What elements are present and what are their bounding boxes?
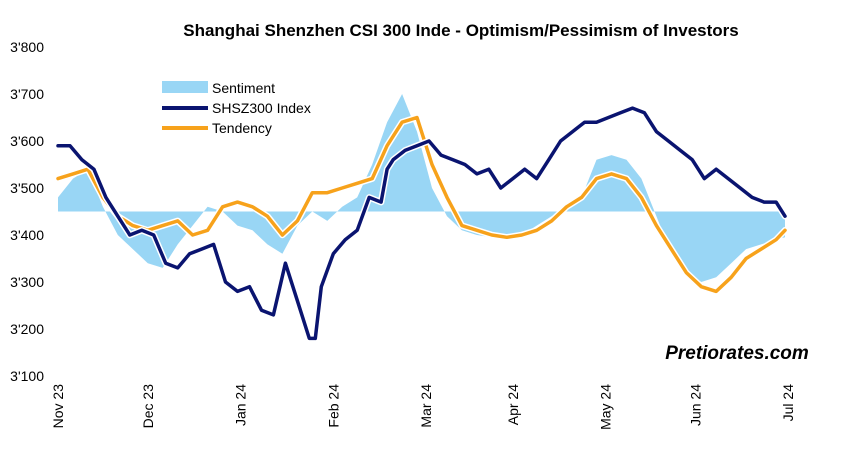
legend-label: Tendency — [212, 120, 272, 136]
y-tick-label: 3'300 — [10, 274, 44, 290]
legend-swatch-sentiment — [162, 81, 208, 93]
plot-area — [54, 94, 789, 342]
y-tick-label: 3'700 — [10, 86, 44, 102]
x-tick-label: Nov 23 — [50, 384, 66, 429]
legend-label: SHSZ300 Index — [212, 100, 311, 116]
legend: Sentiment SHSZ300 Index Tendency — [162, 80, 311, 136]
chart-title: Shanghai Shenzhen CSI 300 Inde - Optimis… — [183, 21, 738, 40]
y-tick-label: 3'400 — [10, 227, 44, 243]
x-tick-label: Dec 23 — [140, 384, 156, 429]
x-tick-label: Mar 24 — [418, 384, 434, 428]
x-tick-label: Jun 24 — [687, 384, 703, 426]
x-tick-label: May 24 — [598, 384, 614, 430]
y-tick-label: 3'200 — [10, 321, 44, 337]
y-tick-label: 3'800 — [10, 39, 44, 55]
y-axis: 3'800 3'700 3'600 3'500 3'400 3'300 3'200 3'100 — [10, 39, 44, 384]
x-tick-label: Apr 24 — [505, 384, 521, 425]
x-tick-label: Feb 24 — [325, 384, 341, 428]
legend-label: Sentiment — [212, 80, 275, 96]
y-tick-label: 3'500 — [10, 180, 44, 196]
y-tick-label: 3'100 — [10, 368, 44, 384]
x-axis: Nov 23 Dec 23 Jan 24 Feb 24 Mar 24 Apr 24 May … — [50, 384, 796, 430]
x-tick-label: Jul 24 — [780, 384, 796, 422]
series-index-line — [56, 106, 787, 341]
series-sentiment-area — [58, 94, 785, 282]
x-tick-label: Jan 24 — [233, 384, 249, 426]
y-tick-label: 3'600 — [10, 133, 44, 149]
watermark: Pretiorates.com — [665, 343, 809, 364]
